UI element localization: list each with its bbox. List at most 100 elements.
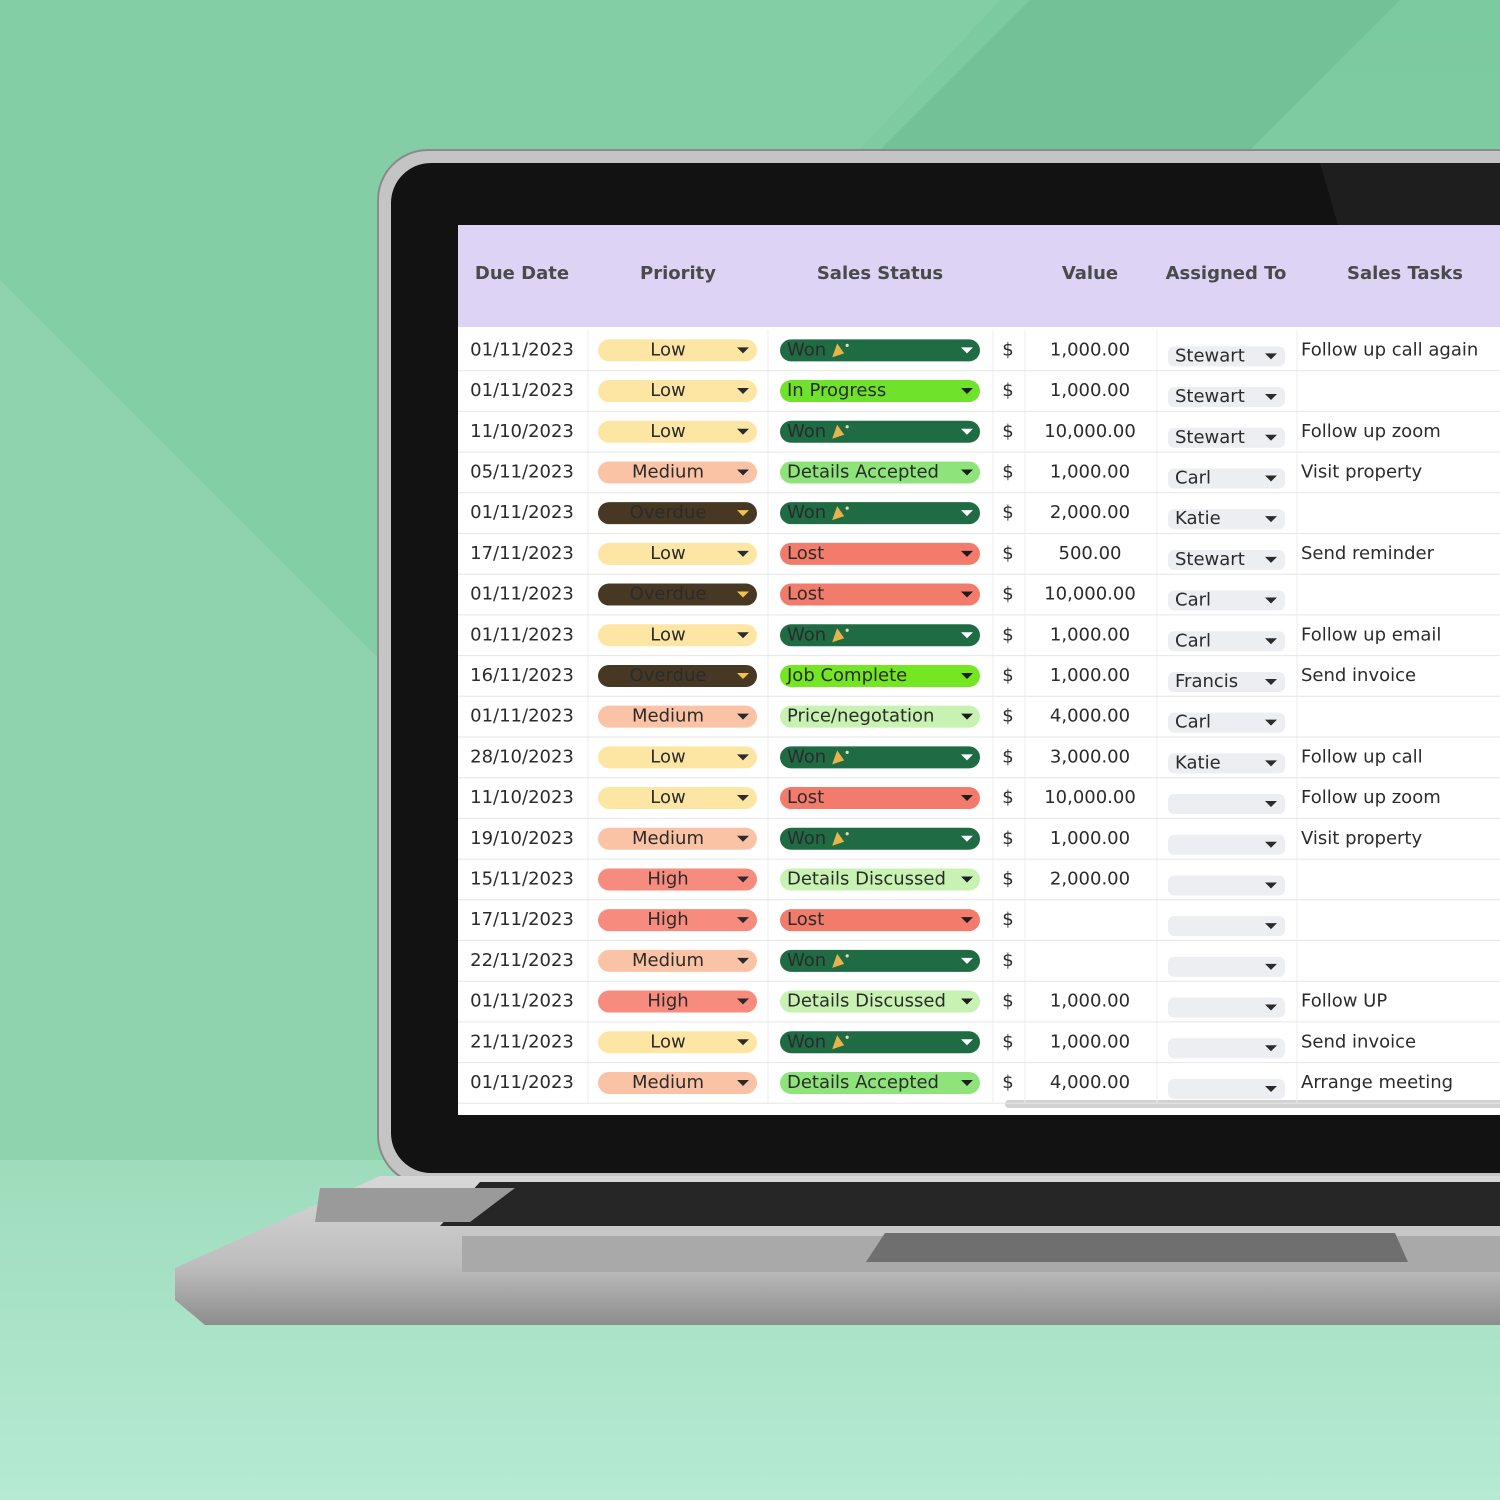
dropdown-arrow[interactable] (737, 591, 749, 598)
dropdown-arrow[interactable] (737, 672, 749, 679)
assignee-dropdown[interactable] (1168, 875, 1285, 896)
status-dropdown[interactable] (780, 909, 980, 932)
dropdown-arrow[interactable] (961, 1079, 973, 1086)
dropdown-arrow[interactable] (961, 388, 973, 395)
dropdown-arrow[interactable] (961, 1039, 973, 1046)
status-dropdown[interactable] (780, 502, 980, 525)
dropdown-arrow[interactable] (961, 998, 973, 1005)
priority-dropdown[interactable] (598, 1031, 757, 1054)
dropdown-arrow[interactable] (961, 469, 973, 476)
status-dropdown[interactable] (780, 990, 980, 1013)
dropdown-arrow[interactable] (737, 1079, 749, 1086)
assignee-dropdown[interactable] (1168, 549, 1285, 570)
dropdown-arrow[interactable] (737, 550, 749, 557)
dropdown-arrow[interactable] (1265, 1004, 1277, 1011)
assignee-dropdown[interactable] (1168, 997, 1285, 1018)
assignee-dropdown[interactable] (1168, 468, 1285, 489)
assignee-dropdown[interactable] (1168, 387, 1285, 408)
dropdown-arrow[interactable] (737, 835, 749, 842)
assignee-dropdown[interactable] (1168, 590, 1285, 611)
assignee-dropdown[interactable] (1168, 1078, 1285, 1099)
dropdown-arrow[interactable] (737, 917, 749, 924)
dropdown-arrow[interactable] (961, 795, 973, 802)
dropdown-arrow[interactable] (1265, 638, 1277, 645)
status-dropdown[interactable] (780, 339, 980, 362)
dropdown-arrow[interactable] (1265, 719, 1277, 726)
dropdown-arrow[interactable] (1265, 597, 1277, 604)
assignee-dropdown[interactable] (1168, 346, 1285, 367)
assignee-dropdown[interactable] (1168, 631, 1285, 652)
dropdown-arrow[interactable] (961, 428, 973, 435)
dropdown-arrow[interactable] (737, 754, 749, 761)
priority-dropdown[interactable] (598, 868, 757, 891)
dropdown-arrow[interactable] (1265, 801, 1277, 808)
assignee-dropdown[interactable] (1168, 753, 1285, 774)
dropdown-arrow[interactable] (961, 550, 973, 557)
assignee-dropdown[interactable] (1168, 834, 1285, 855)
dropdown-arrow[interactable] (961, 876, 973, 883)
dropdown-arrow[interactable] (737, 388, 749, 395)
dropdown-arrow[interactable] (961, 347, 973, 354)
priority-dropdown[interactable] (598, 787, 757, 810)
dropdown-arrow[interactable] (1265, 1045, 1277, 1052)
assignee-dropdown[interactable] (1168, 1038, 1285, 1059)
dropdown-arrow[interactable] (961, 917, 973, 924)
priority-dropdown[interactable] (598, 949, 757, 972)
status-dropdown[interactable] (780, 827, 980, 850)
priority-dropdown[interactable] (598, 380, 757, 403)
assignee-dropdown[interactable] (1168, 794, 1285, 815)
status-dropdown[interactable] (780, 1071, 980, 1094)
dropdown-arrow[interactable] (737, 713, 749, 720)
dropdown-arrow[interactable] (1265, 678, 1277, 685)
assignee-dropdown[interactable] (1168, 712, 1285, 733)
dropdown-arrow[interactable] (961, 713, 973, 720)
dropdown-arrow[interactable] (961, 632, 973, 639)
assignee-dropdown[interactable] (1168, 671, 1285, 692)
dropdown-arrow[interactable] (961, 957, 973, 964)
dropdown-arrow[interactable] (737, 428, 749, 435)
priority-dropdown[interactable] (598, 746, 757, 769)
status-dropdown[interactable] (780, 746, 980, 769)
status-dropdown[interactable] (780, 868, 980, 891)
priority-dropdown[interactable] (598, 502, 757, 525)
priority-dropdown[interactable] (598, 909, 757, 932)
dropdown-arrow[interactable] (1265, 394, 1277, 401)
status-dropdown[interactable] (780, 380, 980, 403)
priority-dropdown[interactable] (598, 664, 757, 687)
dropdown-arrow[interactable] (1265, 923, 1277, 930)
priority-dropdown[interactable] (598, 583, 757, 606)
priority-dropdown[interactable] (598, 705, 757, 728)
dropdown-arrow[interactable] (737, 998, 749, 1005)
dropdown-arrow[interactable] (1265, 882, 1277, 889)
dropdown-arrow[interactable] (961, 510, 973, 517)
status-dropdown[interactable] (780, 705, 980, 728)
dropdown-arrow[interactable] (737, 795, 749, 802)
priority-dropdown[interactable] (598, 339, 757, 362)
dropdown-arrow[interactable] (737, 1039, 749, 1046)
dropdown-arrow[interactable] (961, 754, 973, 761)
dropdown-arrow[interactable] (1265, 434, 1277, 441)
priority-dropdown[interactable] (598, 624, 757, 647)
status-dropdown[interactable] (780, 542, 980, 565)
priority-dropdown[interactable] (598, 827, 757, 850)
dropdown-arrow[interactable] (961, 591, 973, 598)
dropdown-arrow[interactable] (737, 510, 749, 517)
dropdown-arrow[interactable] (737, 632, 749, 639)
dropdown-arrow[interactable] (1265, 841, 1277, 848)
assignee-dropdown[interactable] (1168, 916, 1285, 937)
status-dropdown[interactable] (780, 787, 980, 810)
dropdown-arrow[interactable] (737, 469, 749, 476)
dropdown-arrow[interactable] (1265, 516, 1277, 523)
dropdown-arrow[interactable] (1265, 353, 1277, 360)
status-dropdown[interactable] (780, 1031, 980, 1054)
dropdown-arrow[interactable] (1265, 760, 1277, 767)
status-dropdown[interactable] (780, 624, 980, 647)
dropdown-arrow[interactable] (1265, 963, 1277, 970)
dropdown-arrow[interactable] (737, 876, 749, 883)
assignee-dropdown[interactable] (1168, 956, 1285, 977)
dropdown-arrow[interactable] (1265, 556, 1277, 563)
dropdown-arrow[interactable] (737, 957, 749, 964)
dropdown-arrow[interactable] (1265, 475, 1277, 482)
status-dropdown[interactable] (780, 664, 980, 687)
assignee-dropdown[interactable] (1168, 509, 1285, 530)
